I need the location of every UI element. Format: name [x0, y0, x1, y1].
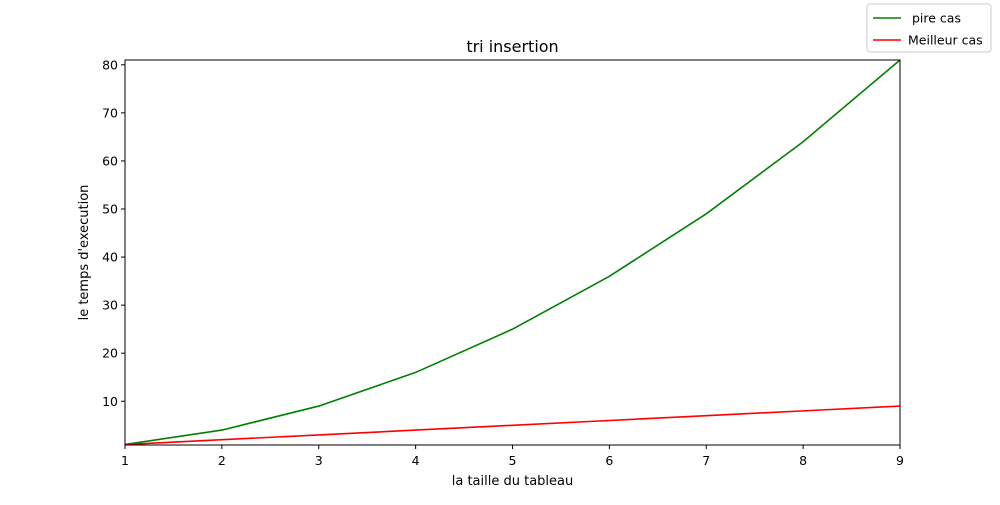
- x-tick-label: 3: [315, 453, 323, 468]
- x-axis-label: la taille du tableau: [452, 474, 574, 489]
- y-tick-label: 60: [102, 153, 118, 168]
- y-tick-label: 20: [102, 346, 118, 361]
- y-axis-label: le temps d'execution: [77, 185, 92, 321]
- series-layer: [124, 59, 901, 446]
- chart-title: tri insertion: [466, 37, 558, 56]
- x-tick-label: 4: [412, 453, 420, 468]
- legend: pire cas Meilleur cas: [866, 3, 992, 53]
- x-tick-label: 9: [896, 453, 904, 468]
- x-tick-label: 7: [702, 453, 710, 468]
- y-tick-label: 50: [102, 202, 118, 217]
- x-axis-ticks: 1 2 3 4 5 6 7 8 9: [121, 445, 904, 468]
- x-tick-label: 1: [121, 453, 129, 468]
- y-tick-label: 10: [102, 394, 118, 409]
- x-tick-label: 5: [509, 453, 517, 468]
- y-tick-label: 70: [102, 105, 118, 120]
- y-tick-label: 80: [102, 57, 118, 72]
- y-tick-label: 30: [102, 298, 118, 313]
- series-line-pire-cas: [124, 59, 901, 446]
- series-line-meilleur-cas: [124, 405, 901, 446]
- y-tick-label: 40: [102, 250, 118, 265]
- y-axis-ticks: 10 20 30 40 50 60 70 80: [102, 57, 125, 409]
- legend-entry-label: pire cas: [908, 11, 961, 26]
- x-tick-label: 8: [799, 453, 807, 468]
- legend-entry-label: Meilleur cas: [908, 33, 983, 48]
- x-tick-label: 6: [605, 453, 613, 468]
- x-tick-label: 2: [218, 453, 226, 468]
